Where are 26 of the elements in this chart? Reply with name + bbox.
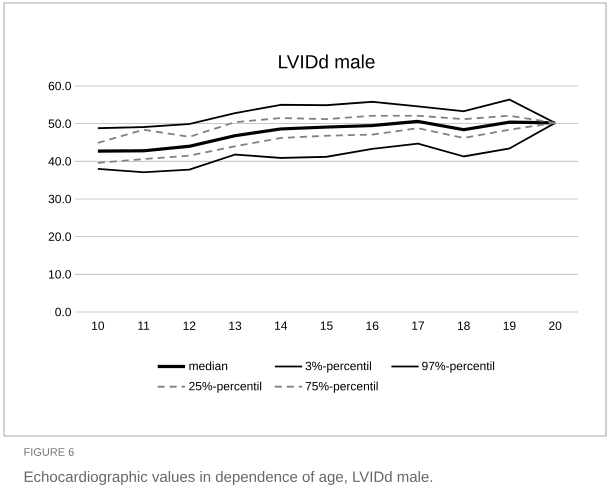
x-tick-label: 19 [504, 322, 516, 330]
y-tick-label: 40.0 [48, 157, 72, 166]
chart-title: LVIDd male [279, 54, 375, 68]
legend-label: 97%-percentil [422, 361, 494, 373]
x-tick-label: 13 [229, 322, 242, 330]
legend-label: 75%-percentil [306, 382, 378, 393]
x-tick-label: 18 [458, 322, 470, 330]
x-tick-label: 14 [275, 322, 288, 330]
y-tick-label: 50.0 [48, 119, 72, 128]
x-tick-label: 11 [138, 322, 150, 330]
caption: FIGURE 6 [24, 448, 74, 456]
x-tick-label: 15 [320, 322, 333, 330]
x-tick-label: 10 [92, 322, 104, 330]
x-tick-label: 12 [184, 322, 196, 330]
y-tick-label: 60.0 [48, 82, 72, 90]
legend-label: 25%-percentil [189, 382, 262, 393]
x-tick-label: 17 [412, 322, 424, 330]
text: Echocardiographic values in dependence of age, LVIDd male. [24, 471, 432, 485]
legend-label: median [189, 361, 228, 370]
y-tick-label: 30.0 [48, 194, 72, 204]
y-tick-label: 10.0 [49, 270, 72, 279]
y-tick-label: 0.0 [55, 308, 72, 316]
x-tick-label: 16 [366, 322, 378, 330]
legend-label: 3%-percentil [306, 361, 371, 373]
y-tick-label: 20.0 [48, 232, 72, 241]
x-tick-label: 20 [549, 322, 562, 330]
